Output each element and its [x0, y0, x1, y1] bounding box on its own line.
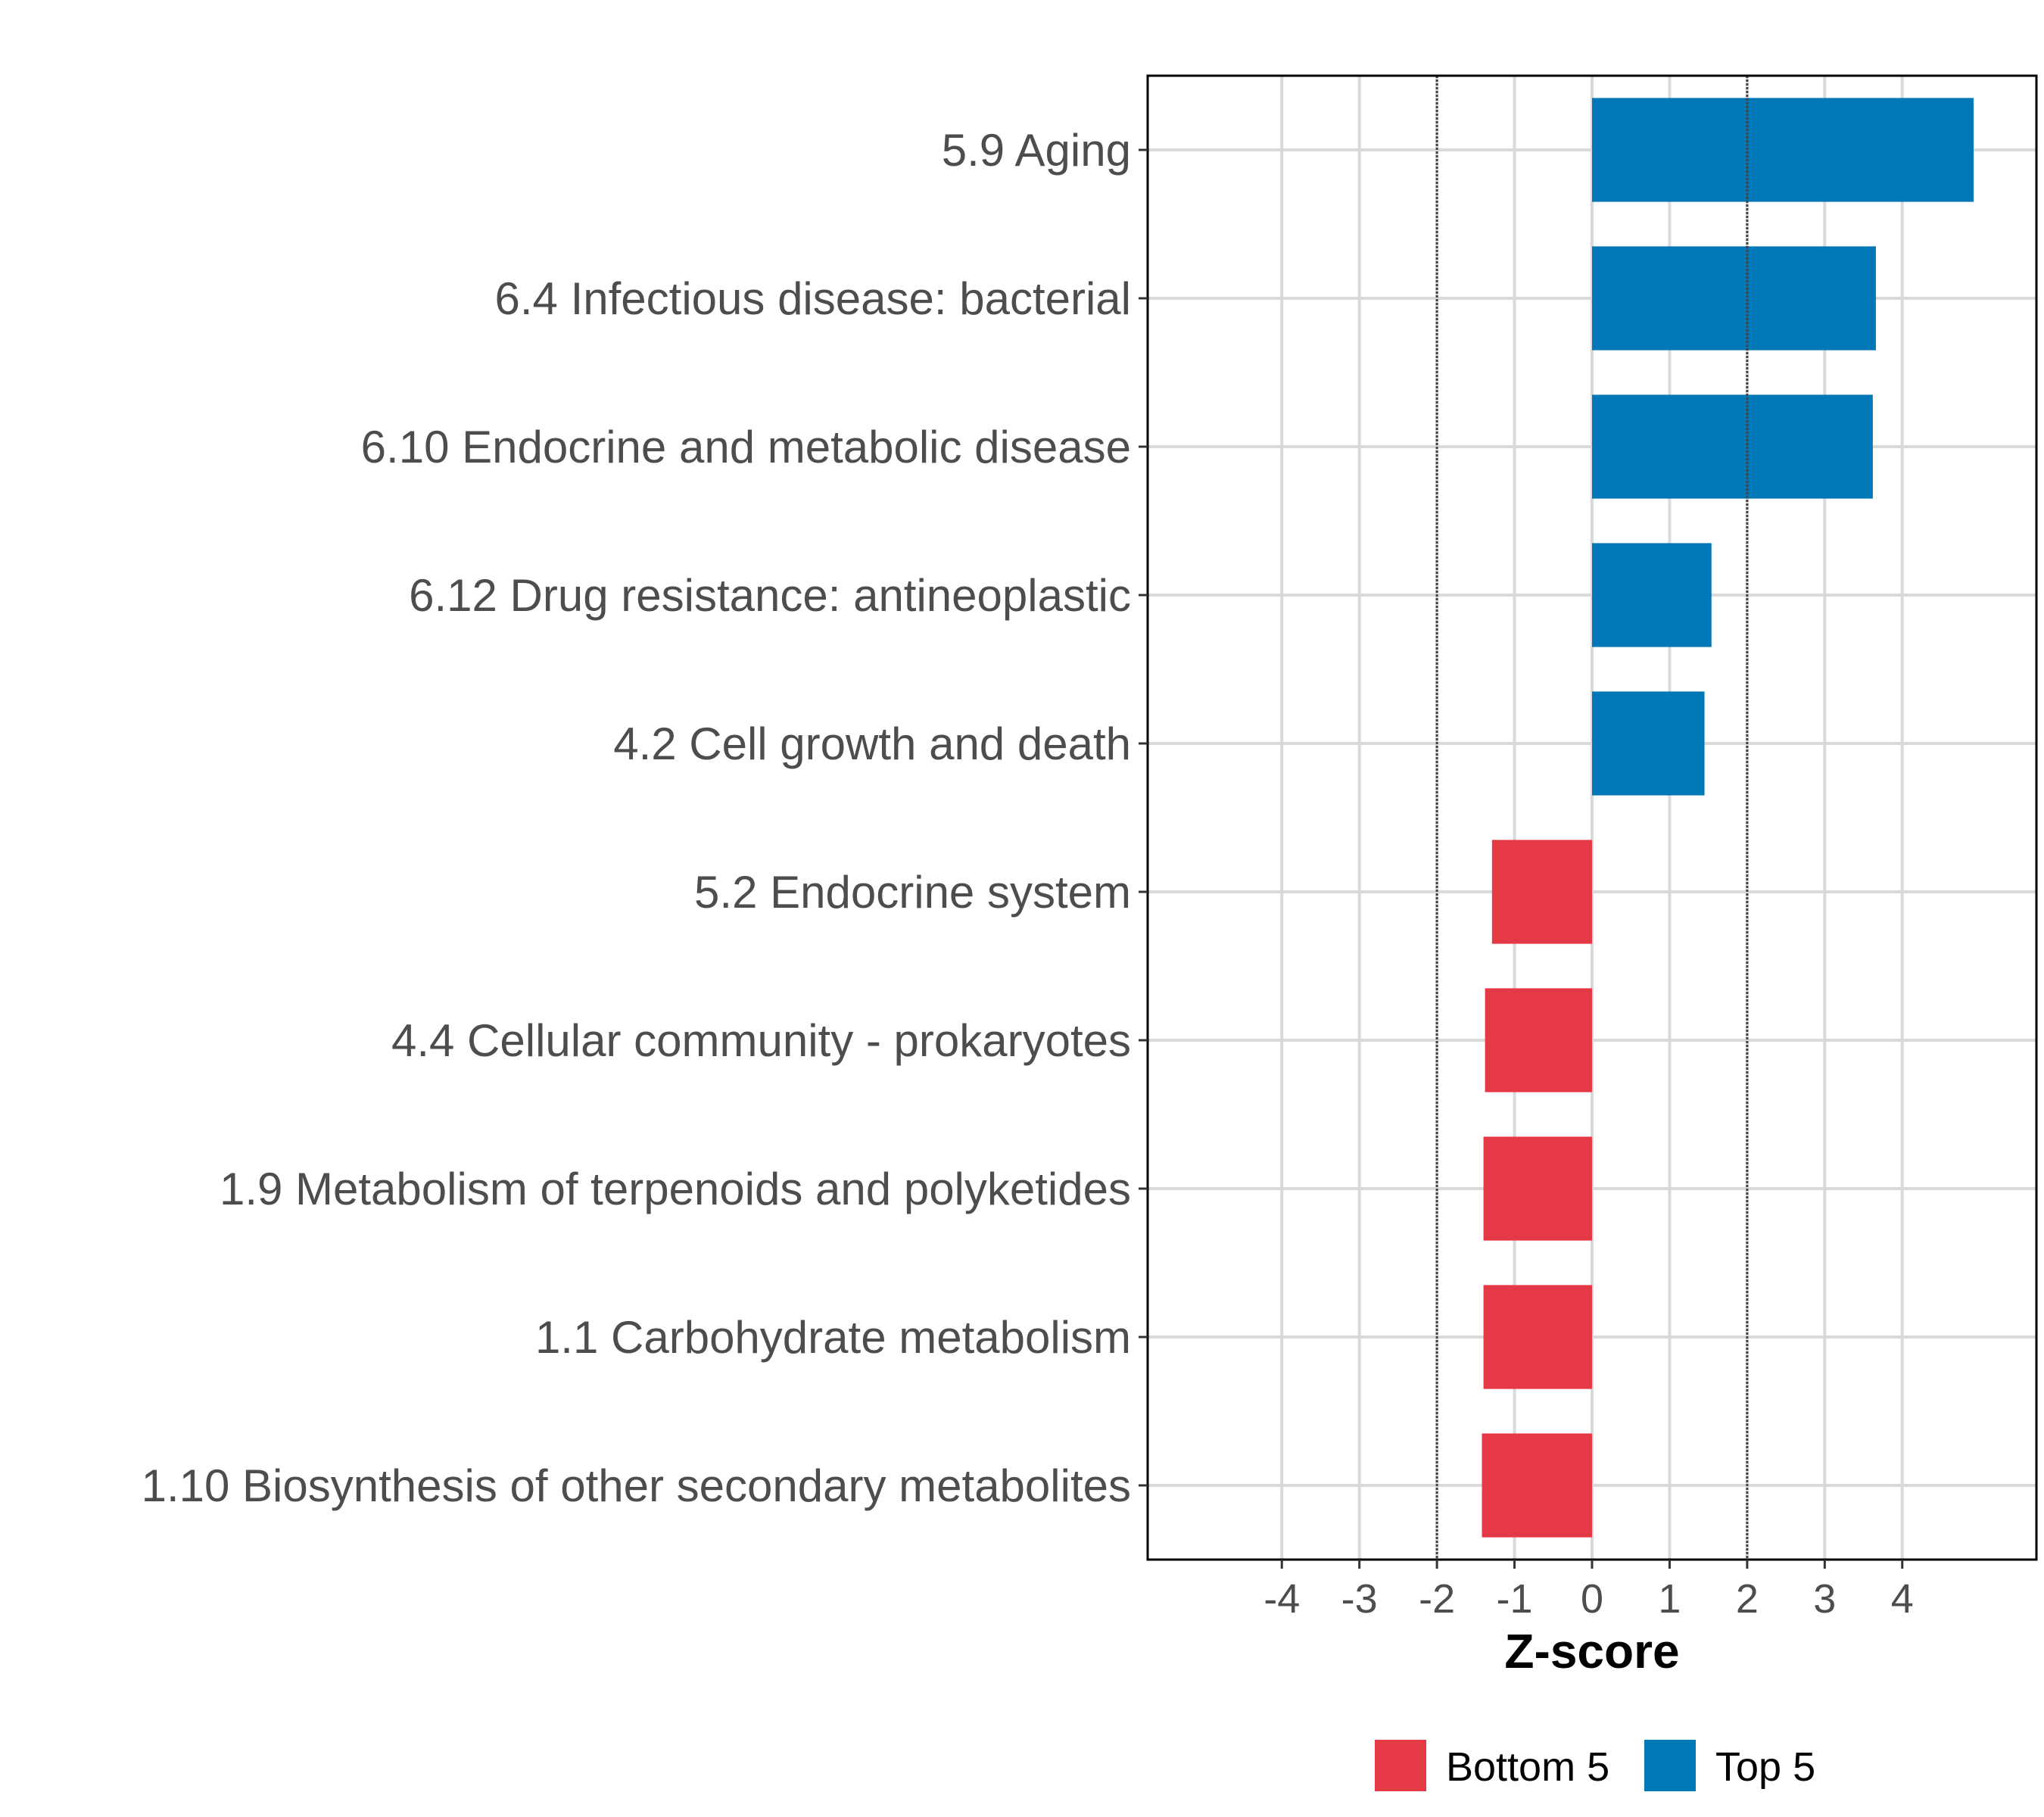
legend: Bottom 5 Top 5 — [1375, 1740, 1815, 1791]
x-tick-label: 4 — [1891, 1576, 1914, 1622]
reference-lines — [1435, 76, 1749, 1560]
bar — [1485, 988, 1592, 1092]
y-tick-label: 4.2 Cell growth and death — [613, 718, 1131, 769]
bars — [1482, 98, 1974, 1538]
x-tick-label: -4 — [1263, 1576, 1300, 1622]
legend-label: Bottom 5 — [1446, 1744, 1609, 1790]
x-axis-ticks: -4 -3 -2 -1 0 1 2 3 4 — [1263, 1560, 1914, 1622]
y-tick-label: 5.9 Aging — [942, 125, 1131, 176]
y-tick-label: 6.4 Infectious disease: bacterial — [495, 273, 1132, 324]
y-tick-label: 6.10 Endocrine and metabolic disease — [361, 422, 1131, 472]
legend-swatch — [1644, 1740, 1696, 1791]
bar — [1482, 1433, 1592, 1538]
legend-label: Top 5 — [1715, 1744, 1815, 1790]
x-tick-label: 0 — [1581, 1576, 1603, 1622]
y-tick-label: 1.1 Carbohydrate metabolism — [535, 1312, 1131, 1363]
bar — [1592, 691, 1705, 796]
y-tick-label: 1.9 Metabolism of terpenoids and polyket… — [220, 1164, 1131, 1214]
x-axis-title: Z-score — [1504, 1624, 1679, 1678]
x-tick-label: -2 — [1419, 1576, 1455, 1622]
x-tick-label: -3 — [1341, 1576, 1378, 1622]
bar — [1592, 394, 1873, 499]
x-tick-label: 3 — [1813, 1576, 1836, 1622]
bar — [1483, 1136, 1592, 1241]
bar — [1592, 98, 1974, 202]
y-tick-label: 1.10 Biosynthesis of other secondary met… — [142, 1460, 1131, 1511]
y-tick-label: 4.4 Cellular community - prokaryotes — [391, 1015, 1131, 1066]
bar — [1592, 543, 1712, 647]
bar — [1483, 1285, 1592, 1389]
bar — [1592, 246, 1876, 351]
y-tick-label: 5.2 Endocrine system — [694, 867, 1131, 918]
x-tick-label: 1 — [1658, 1576, 1681, 1622]
x-tick-label: -1 — [1497, 1576, 1533, 1622]
legend-swatch — [1375, 1740, 1426, 1791]
y-axis-labels: 5.9 Aging 6.4 Infectious disease: bacteri… — [142, 125, 1148, 1511]
y-tick-label: 6.12 Drug resistance: antineoplastic — [409, 570, 1131, 621]
bar — [1491, 840, 1592, 944]
x-tick-label: 2 — [1736, 1576, 1759, 1622]
